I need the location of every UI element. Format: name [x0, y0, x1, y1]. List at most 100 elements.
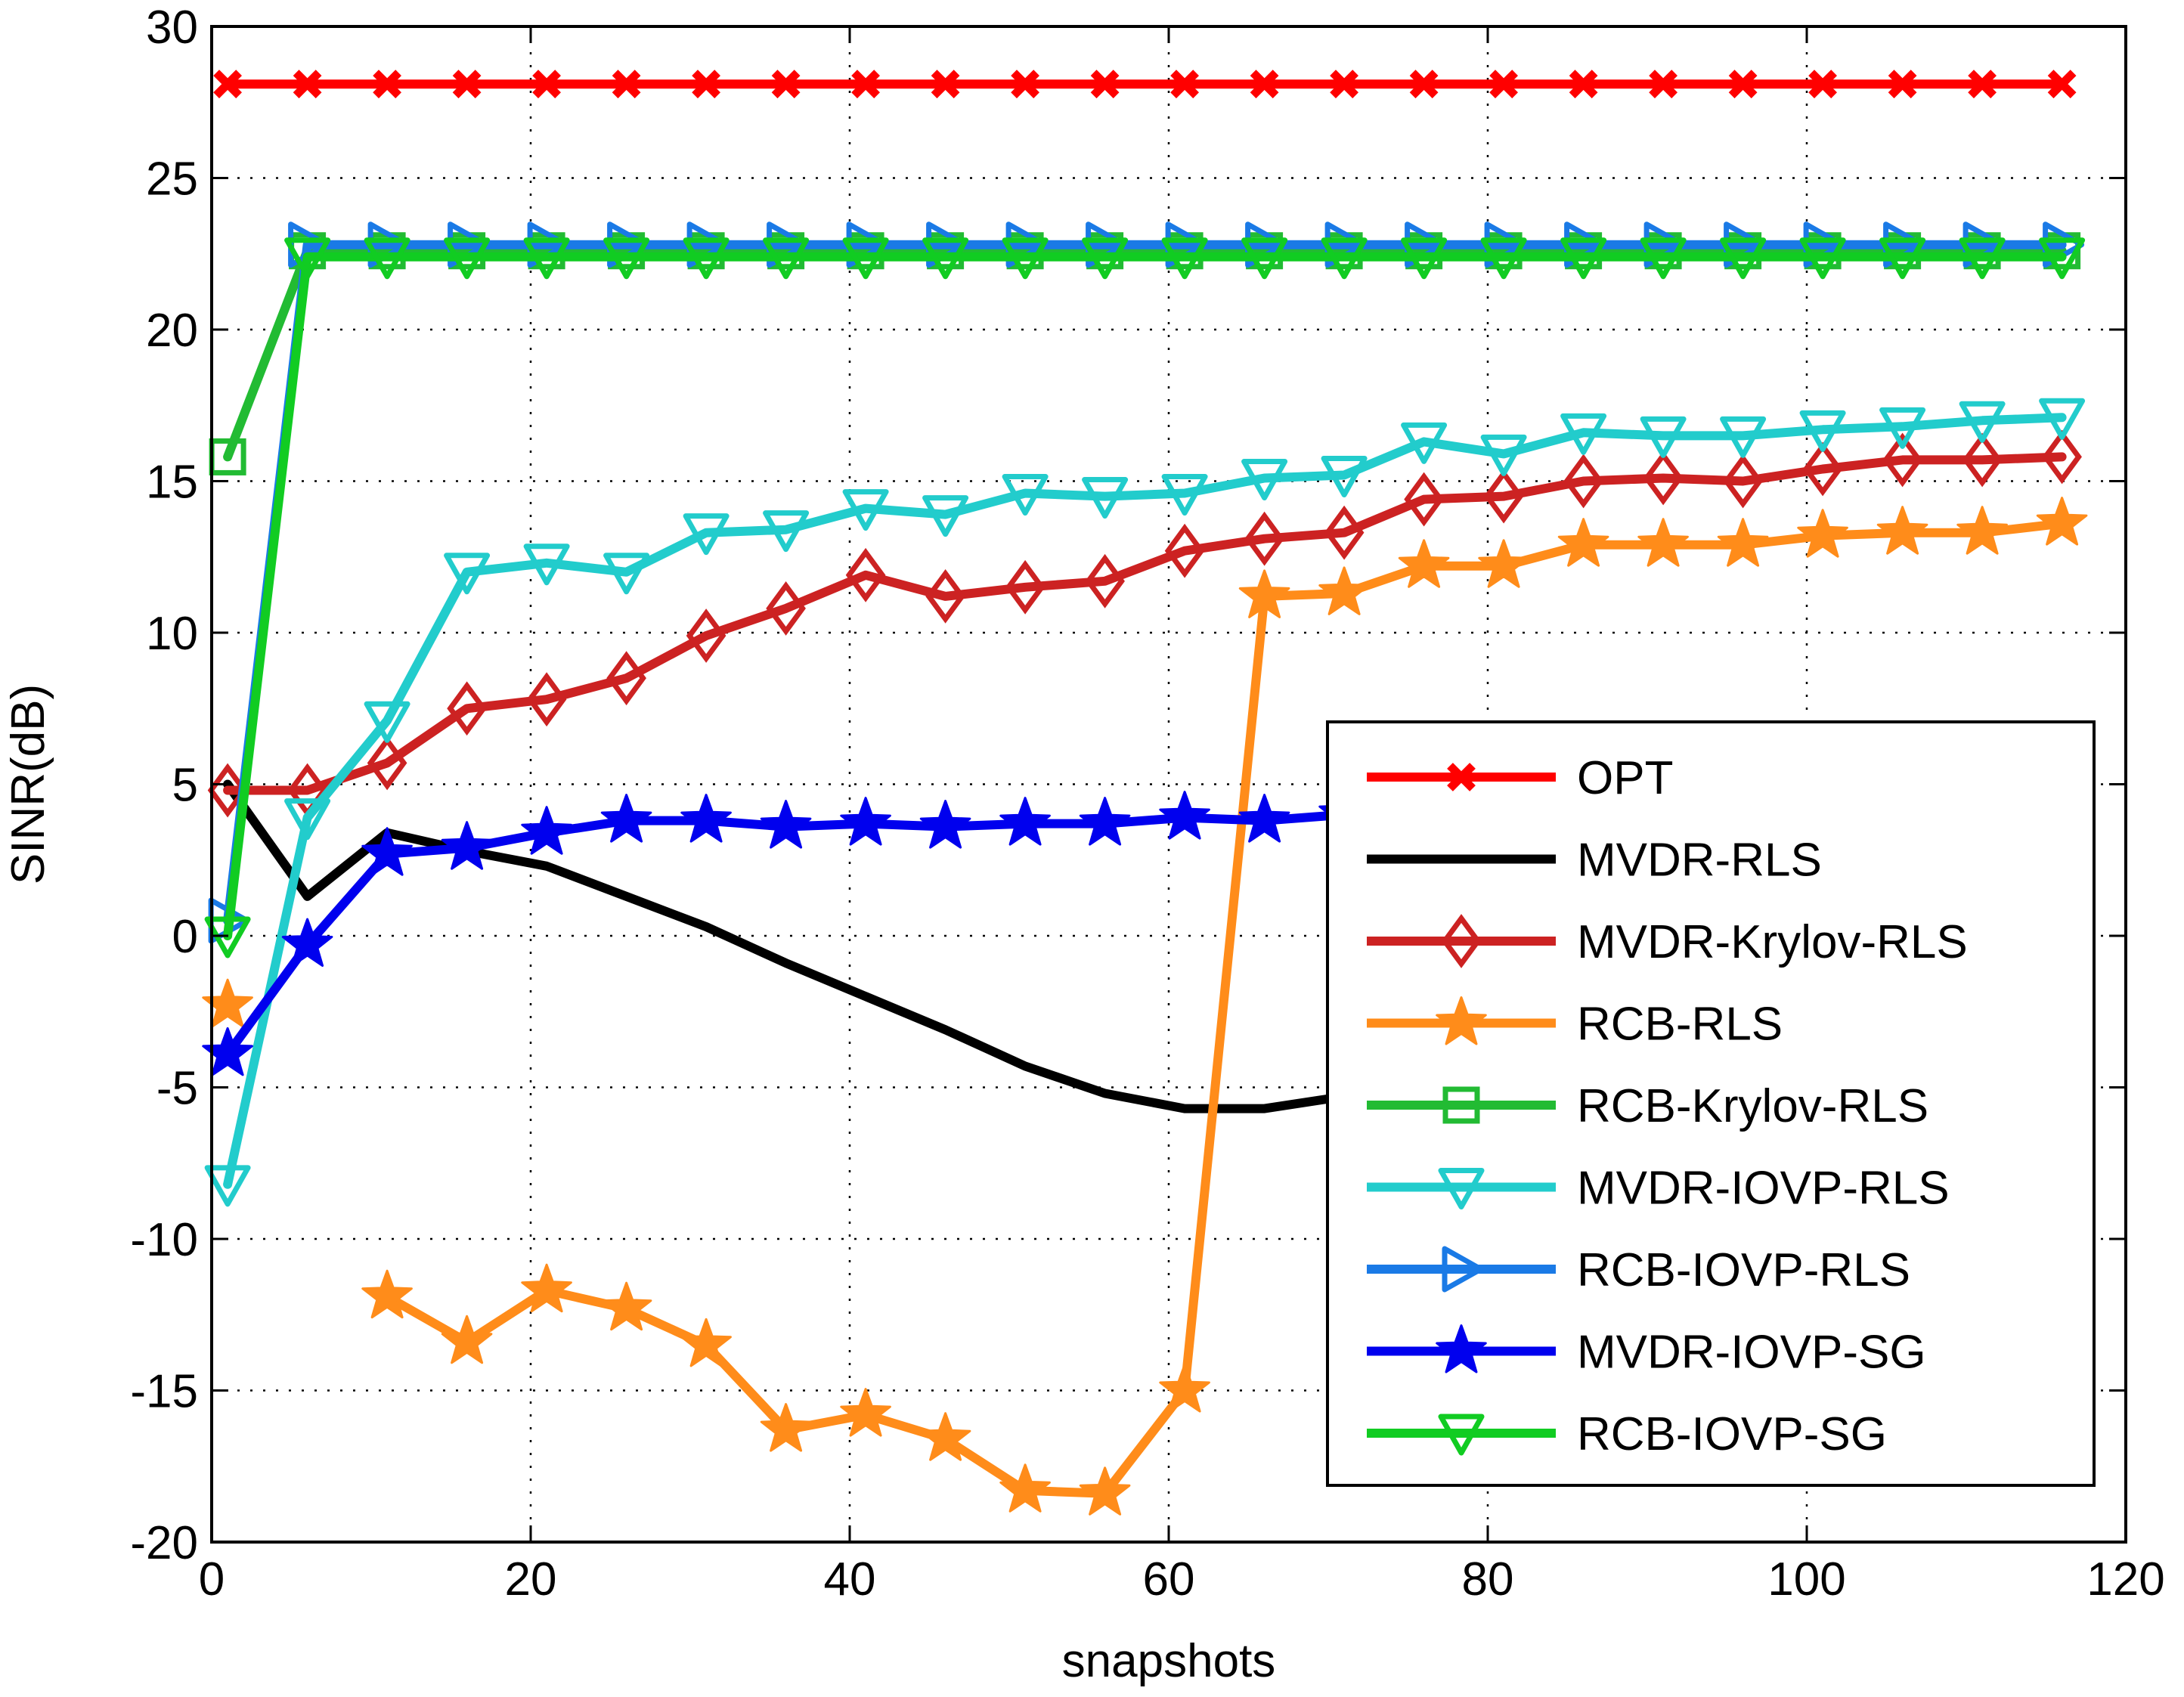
- data-point-opt: [1728, 70, 1758, 99]
- y-tick-label: -15: [130, 1366, 198, 1418]
- data-point-rcb-rls: [1318, 566, 1370, 615]
- data-point-rcb-rls: [521, 1263, 572, 1313]
- data-point-opt: [1968, 70, 1997, 99]
- data-point-mvdr-krylov-rls: [1164, 523, 1205, 578]
- data-point-rcb-rls: [680, 1318, 732, 1367]
- data-point-rcb-rls: [999, 1463, 1051, 1513]
- data-point-rcb-iovp-sg: [683, 237, 730, 280]
- series-opt: [213, 70, 2077, 99]
- data-point-mvdr-krylov-rls: [1404, 472, 1444, 527]
- data-point-opt: [213, 70, 242, 99]
- data-point-rcb-rls: [1079, 1466, 1131, 1516]
- data-point-mvdr-krylov-rls: [1962, 432, 2003, 488]
- data-point-mvdr-krylov-rls: [1324, 505, 1365, 560]
- data-point-mvdr-iovp-rls: [1879, 407, 1926, 449]
- data-point-mvdr-krylov-rls: [1802, 441, 1843, 497]
- legend-entry-mvdr-rls: MVDR-RLS: [1367, 835, 1822, 887]
- data-point-rcb-iovp-sg: [1002, 237, 1049, 280]
- legend-label: MVDR-IOVP-RLS: [1577, 1163, 1950, 1215]
- data-point-rcb-iovp-sg: [842, 237, 889, 280]
- data-point-mvdr-iovp-sg: [441, 821, 493, 870]
- legend-label: MVDR-Krylov-RLS: [1577, 916, 1968, 968]
- y-tick-label: -20: [130, 1517, 198, 1569]
- data-point-rcb-rls: [1159, 1364, 1210, 1413]
- series-mvdr-krylov-rls: [207, 429, 2082, 818]
- data-point-mvdr-krylov-rls: [766, 581, 806, 636]
- data-point-rcb-rls: [1478, 539, 1529, 588]
- data-point-mvdr-krylov-rls: [606, 651, 646, 706]
- data-point-mvdr-iovp-rls: [1560, 413, 1607, 455]
- legend-marker: [1442, 1246, 1484, 1293]
- data-point-opt: [452, 70, 482, 99]
- data-point-rcb-rls: [361, 1269, 413, 1319]
- data-point-rcb-iovp-sg: [1401, 237, 1448, 280]
- data-point-mvdr-krylov-rls: [1005, 559, 1046, 615]
- data-point-rcb-rls: [441, 1315, 493, 1364]
- x-tick-label: 0: [199, 1553, 225, 1606]
- data-point-opt: [1011, 70, 1039, 99]
- legend-entry-rcb-krylov-rls: RCB-Krylov-RLS: [1367, 1080, 1928, 1132]
- data-point-rcb-iovp-sg: [922, 237, 969, 280]
- data-point-mvdr-iovp-sg: [281, 918, 333, 967]
- x-tick-label: 80: [1462, 1553, 1514, 1606]
- legend-entry-opt: OPT: [1367, 752, 1673, 804]
- data-point-mvdr-iovp-rls: [1082, 477, 1129, 519]
- data-point-rcb-iovp-sg: [763, 237, 810, 280]
- data-point-opt: [771, 70, 801, 99]
- data-point-opt: [1489, 70, 1518, 99]
- data-point-mvdr-iovp-rls: [1002, 474, 1049, 516]
- data-point-mvdr-iovp-rls: [683, 513, 730, 556]
- data-point-mvdr-krylov-rls: [1085, 553, 1125, 609]
- data-point-mvdr-krylov-rls: [1882, 432, 1922, 488]
- data-point-rcb-iovp-sg: [444, 237, 491, 280]
- data-point-mvdr-iovp-rls: [523, 543, 570, 586]
- data-point-mvdr-krylov-rls: [447, 681, 487, 736]
- legend-entry-mvdr-krylov-rls: MVDR-Krylov-RLS: [1367, 914, 1968, 968]
- data-point-mvdr-krylov-rls: [1244, 511, 1284, 566]
- x-axis-label: snapshots: [1062, 1635, 1276, 1687]
- data-point-mvdr-krylov-rls: [1643, 451, 1684, 506]
- data-point-rcb-rls: [1557, 518, 1609, 567]
- legend-entry-mvdr-iovp-rls: MVDR-IOVP-RLS: [1367, 1163, 1950, 1215]
- series-rcb-rls: [202, 497, 2088, 1516]
- data-point-mvdr-krylov-rls: [207, 763, 248, 818]
- legend-marker: [1438, 1414, 1485, 1456]
- data-point-mvdr-iovp-sg: [919, 800, 971, 849]
- y-tick-label: 20: [146, 305, 198, 357]
- data-point-mvdr-iovp-sg: [760, 800, 812, 849]
- x-tick-label: 100: [1767, 1553, 1845, 1606]
- data-point-opt: [612, 70, 641, 99]
- data-point-opt: [2047, 70, 2077, 99]
- data-point-rcb-iovp-sg: [1640, 237, 1687, 280]
- data-point-mvdr-iovp-sg: [361, 827, 413, 876]
- legend-label: OPT: [1577, 752, 1673, 804]
- x-tick-label: 20: [505, 1553, 557, 1606]
- y-tick-label: -10: [130, 1214, 198, 1266]
- legend-label: RCB-IOVP-RLS: [1577, 1244, 1910, 1296]
- data-point-opt: [373, 70, 401, 99]
- data-point-mvdr-krylov-rls: [367, 735, 407, 791]
- data-point-mvdr-iovp-rls: [1799, 410, 1846, 452]
- data-point-mvdr-iovp-rls: [1321, 455, 1368, 497]
- data-point-rcb-rls: [840, 1388, 891, 1437]
- legend-marker: [1436, 996, 1487, 1045]
- data-point-mvdr-iovp-sg: [680, 794, 732, 843]
- legend-entry-rcb-rls: RCB-RLS: [1367, 996, 1783, 1051]
- legend-label: RCB-IOVP-SG: [1577, 1408, 1887, 1460]
- data-point-opt: [1649, 70, 1677, 99]
- data-point-mvdr-krylov-rls: [686, 609, 726, 663]
- data-point-mvdr-iovp-rls: [1720, 416, 1767, 458]
- data-point-opt: [532, 70, 561, 99]
- data-point-opt: [293, 70, 322, 99]
- data-point-rcb-rls: [1238, 569, 1290, 618]
- data-point-opt: [1888, 70, 1917, 99]
- legend-marker: [1436, 1324, 1487, 1373]
- data-point-mvdr-krylov-rls: [2042, 429, 2082, 485]
- x-tick-label: 60: [1143, 1553, 1195, 1606]
- data-point-rcb-rls: [1956, 506, 2008, 555]
- data-point-rcb-rls: [1398, 539, 1450, 588]
- data-point-mvdr-krylov-rls: [1723, 454, 1763, 509]
- legend-entry-rcb-iovp-sg: RCB-IOVP-SG: [1367, 1408, 1887, 1460]
- data-point-rcb-iovp-sg: [204, 916, 251, 958]
- legend-label: RCB-RLS: [1577, 999, 1783, 1051]
